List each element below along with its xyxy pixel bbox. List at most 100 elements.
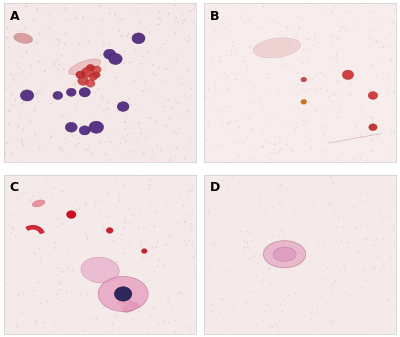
Point: [158, 216, 164, 221]
Point: [49, 63, 56, 69]
Point: [62, 136, 68, 141]
Point: [13, 61, 20, 67]
Point: [272, 128, 278, 133]
Point: [281, 236, 287, 241]
Point: [208, 302, 215, 307]
Point: [305, 87, 312, 92]
Point: [290, 234, 296, 240]
Point: [380, 264, 387, 270]
Point: [138, 242, 144, 248]
Point: [151, 269, 157, 275]
Point: [52, 61, 58, 67]
Point: [92, 90, 98, 95]
Point: [51, 245, 57, 251]
Point: [269, 261, 275, 266]
Point: [295, 181, 302, 186]
Point: [244, 240, 250, 245]
Point: [177, 194, 184, 200]
Point: [138, 245, 144, 250]
Point: [380, 42, 387, 48]
Point: [113, 75, 120, 80]
Point: [173, 249, 179, 254]
Point: [123, 115, 130, 120]
Point: [136, 5, 142, 11]
Point: [350, 193, 357, 199]
Point: [377, 267, 384, 273]
Ellipse shape: [32, 200, 45, 207]
Point: [390, 224, 397, 229]
Point: [85, 147, 92, 152]
Point: [82, 231, 88, 237]
Point: [62, 97, 69, 102]
Point: [374, 39, 380, 45]
Point: [336, 16, 342, 22]
Point: [156, 17, 163, 23]
Point: [375, 133, 382, 139]
Point: [34, 6, 40, 11]
Point: [230, 274, 237, 279]
Point: [317, 294, 324, 300]
Point: [218, 232, 224, 237]
Point: [327, 33, 334, 38]
Point: [208, 57, 215, 62]
Point: [357, 144, 364, 149]
Point: [285, 42, 292, 48]
Point: [255, 43, 262, 49]
Point: [125, 117, 131, 122]
Point: [334, 305, 340, 311]
Point: [313, 266, 319, 271]
Point: [206, 86, 212, 92]
Point: [315, 86, 321, 91]
Point: [221, 70, 228, 76]
Point: [104, 135, 111, 141]
Point: [221, 148, 227, 153]
Point: [127, 130, 134, 135]
Point: [141, 264, 147, 270]
Point: [8, 231, 14, 236]
Point: [160, 262, 166, 268]
Point: [290, 91, 296, 96]
Point: [124, 328, 130, 333]
Point: [44, 205, 50, 210]
Point: [264, 302, 270, 308]
Point: [14, 269, 20, 274]
Point: [99, 96, 106, 102]
Circle shape: [109, 53, 122, 64]
Point: [54, 42, 61, 47]
Point: [146, 186, 152, 191]
Point: [334, 224, 340, 230]
Point: [354, 25, 360, 31]
Point: [146, 30, 153, 35]
Point: [149, 157, 156, 163]
Point: [53, 325, 59, 330]
Point: [236, 179, 242, 185]
Point: [356, 118, 362, 124]
Point: [233, 46, 239, 51]
Point: [362, 257, 369, 262]
Point: [266, 304, 273, 309]
Point: [25, 141, 32, 147]
Point: [368, 235, 374, 240]
Point: [16, 65, 22, 70]
Point: [189, 183, 196, 188]
Point: [158, 18, 164, 23]
Point: [334, 87, 340, 92]
Point: [266, 266, 272, 272]
Point: [296, 26, 303, 31]
Point: [342, 303, 349, 308]
Point: [278, 182, 284, 188]
Point: [54, 292, 60, 297]
Point: [227, 81, 233, 86]
Point: [217, 201, 223, 206]
Point: [65, 226, 71, 231]
Point: [128, 320, 135, 325]
Point: [147, 155, 154, 160]
Point: [30, 219, 36, 225]
Point: [134, 12, 141, 17]
Point: [324, 6, 331, 11]
Point: [220, 268, 227, 273]
Point: [65, 218, 72, 224]
Point: [354, 76, 360, 81]
Point: [312, 181, 318, 187]
Point: [316, 100, 322, 105]
